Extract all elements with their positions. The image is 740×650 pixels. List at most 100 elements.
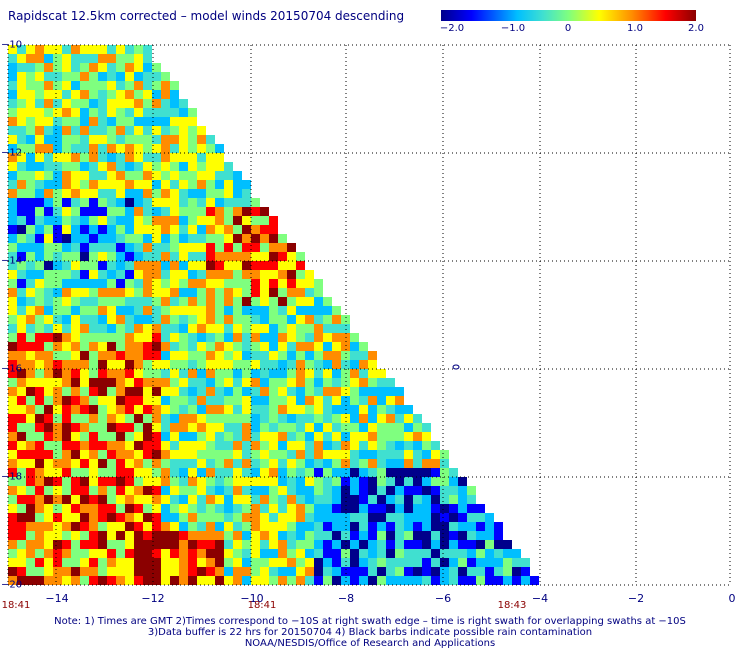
wind-cell: [305, 333, 314, 342]
wind-cell: [35, 558, 44, 567]
wind-cell: [314, 504, 323, 513]
wind-cell: [242, 207, 251, 216]
wind-cell: [296, 459, 305, 468]
wind-cell: [296, 513, 305, 522]
wind-cell: [215, 387, 224, 396]
wind-cell: [62, 567, 71, 576]
wind-cell: [296, 468, 305, 477]
wind-cell: [368, 468, 377, 477]
wind-cell: [125, 198, 134, 207]
wind-cell: [62, 234, 71, 243]
wind-cell: [98, 540, 107, 549]
wind-cell: [314, 297, 323, 306]
wind-cell: [377, 405, 386, 414]
wind-cell: [98, 531, 107, 540]
wind-cell: [71, 45, 80, 54]
wind-cell: [413, 540, 422, 549]
wind-cell: [170, 144, 179, 153]
wind-cell: [35, 495, 44, 504]
wind-cell: [71, 423, 80, 432]
wind-cell: [233, 540, 242, 549]
wind-cell: [62, 333, 71, 342]
wind-cell: [224, 207, 233, 216]
wind-cell: [80, 495, 89, 504]
wind-cell: [260, 288, 269, 297]
wind-cell: [116, 567, 125, 576]
wind-cell: [278, 423, 287, 432]
wind-cell: [197, 144, 206, 153]
wind-cell: [26, 324, 35, 333]
wind-cell: [368, 486, 377, 495]
wind-cell: [179, 351, 188, 360]
wind-cell: [125, 576, 134, 585]
wind-cell: [215, 270, 224, 279]
wind-cell: [278, 522, 287, 531]
wind-cell: [17, 576, 26, 585]
wind-cell: [53, 63, 62, 72]
wind-cell: [224, 414, 233, 423]
wind-cell: [233, 261, 242, 270]
wind-cell: [8, 441, 17, 450]
wind-cell: [287, 333, 296, 342]
wind-cell: [44, 171, 53, 180]
wind-cell: [26, 180, 35, 189]
wind-cell: [62, 531, 71, 540]
wind-cell: [188, 153, 197, 162]
wind-cell: [395, 405, 404, 414]
wind-cell: [242, 198, 251, 207]
wind-cell: [26, 63, 35, 72]
wind-cell: [143, 252, 152, 261]
wind-cell: [206, 351, 215, 360]
wind-cell: [296, 378, 305, 387]
wind-cell: [260, 441, 269, 450]
wind-difference-map[interactable]: [7, 44, 731, 586]
wind-cell: [377, 495, 386, 504]
wind-cell: [359, 504, 368, 513]
wind-cell: [431, 531, 440, 540]
wind-cell: [161, 99, 170, 108]
wind-cell: [359, 396, 368, 405]
wind-cell: [170, 306, 179, 315]
wind-cell: [404, 576, 413, 585]
wind-cell: [260, 459, 269, 468]
wind-cell: [494, 558, 503, 567]
wind-cell: [62, 126, 71, 135]
wind-cell: [215, 234, 224, 243]
y-tick-label: −16: [1, 363, 23, 375]
wind-cell: [395, 549, 404, 558]
wind-cell: [17, 180, 26, 189]
wind-cell: [125, 486, 134, 495]
wind-cell: [377, 369, 386, 378]
wind-cell: [98, 279, 107, 288]
wind-cell: [197, 450, 206, 459]
wind-cell: [35, 549, 44, 558]
wind-cell: [161, 441, 170, 450]
wind-cell: [179, 441, 188, 450]
wind-cell: [35, 180, 44, 189]
wind-cell: [449, 495, 458, 504]
wind-cell: [269, 468, 278, 477]
wind-cell: [89, 522, 98, 531]
wind-cell: [206, 315, 215, 324]
wind-cell: [206, 387, 215, 396]
wind-cell: [395, 450, 404, 459]
wind-cell: [44, 387, 53, 396]
wind-cell: [35, 504, 44, 513]
y-tick-label: −12: [1, 147, 23, 159]
wind-cell: [260, 423, 269, 432]
wind-cell: [314, 378, 323, 387]
wind-cell: [449, 558, 458, 567]
wind-cell: [98, 261, 107, 270]
wind-cell: [206, 180, 215, 189]
wind-cell: [8, 144, 17, 153]
wind-cell: [278, 369, 287, 378]
wind-cell: [53, 252, 62, 261]
wind-cell: [17, 360, 26, 369]
wind-cell: [242, 333, 251, 342]
wind-cell: [53, 144, 62, 153]
wind-cell: [386, 396, 395, 405]
wind-cell: [179, 144, 188, 153]
wind-cell: [143, 207, 152, 216]
wind-cell: [134, 207, 143, 216]
wind-cell: [332, 396, 341, 405]
